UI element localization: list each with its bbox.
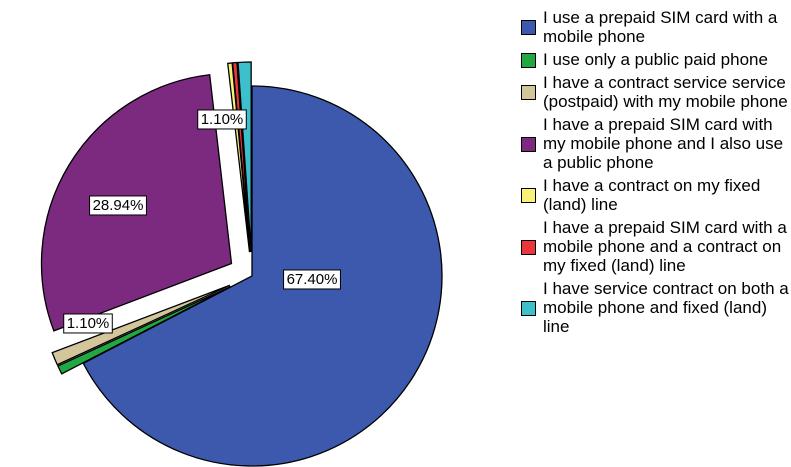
legend-entry: I use only a public paid phone [521, 50, 791, 69]
legend-label: I use only a public paid phone [543, 50, 768, 69]
pie-slice [51, 284, 231, 366]
pie-slice [82, 85, 443, 467]
legend-label: I have a contract service service (postp… [543, 73, 788, 111]
data-label-box [89, 195, 147, 216]
legend-swatch [521, 136, 536, 152]
legend-label: I use a prepaid SIM card with a mobile p… [543, 8, 778, 46]
legend-entry: I use a prepaid SIM card with a mobile p… [521, 8, 791, 46]
legend-entry: I have a prepaid SIM card with my mobile… [521, 115, 791, 172]
legend-swatch [521, 52, 536, 68]
legend: I use a prepaid SIM card with a mobile p… [521, 8, 791, 340]
data-label: 1.10% [201, 111, 244, 128]
legend-entry: I have a prepaid SIM card with a mobile … [521, 218, 791, 275]
legend-swatch [521, 188, 536, 203]
legend-label: I have a contract on my fixed (land) lin… [543, 176, 761, 214]
data-label: 67.40% [287, 271, 338, 288]
data-label-box [283, 269, 341, 290]
data-label-box [63, 313, 113, 334]
data-label-box [197, 109, 247, 130]
legend-entry: I have a contract service service (postp… [521, 73, 791, 111]
data-label: 28.94% [93, 197, 144, 214]
pie-chart: 67.40% 1.10% 28.94% 1.10% [40, 61, 443, 467]
legend-entry: I have service contract on both a mobile… [521, 279, 791, 336]
legend-swatch [521, 239, 536, 255]
legend-entry: I have a contract on my fixed (land) lin… [521, 176, 791, 214]
legend-label: I have a prepaid SIM card with a mobile … [543, 218, 787, 275]
legend-swatch [521, 85, 536, 100]
pie-slice [57, 285, 231, 375]
legend-label: I have a prepaid SIM card with my mobile… [543, 115, 784, 172]
data-label: 1.10% [67, 315, 110, 332]
legend-swatch [521, 20, 536, 35]
legend-label: I have service contract on both a mobile… [543, 279, 789, 336]
legend-swatch [521, 300, 536, 316]
